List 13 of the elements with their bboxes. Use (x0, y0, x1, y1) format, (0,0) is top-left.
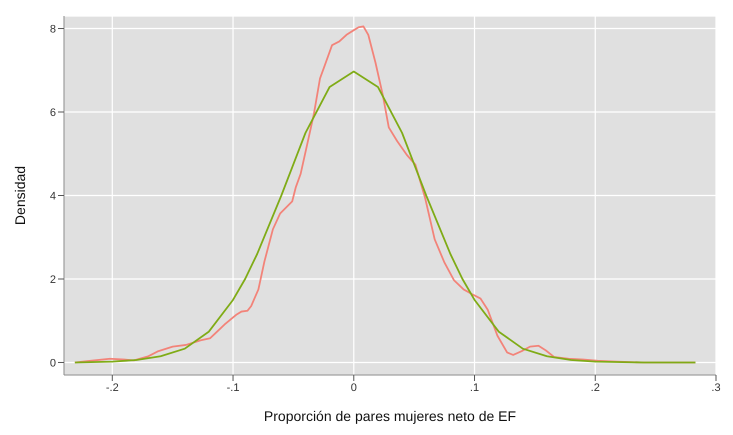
y-tick-label: 0 (50, 357, 56, 370)
x-tick-label: -.1 (226, 382, 240, 394)
x-tick-label: 0 (350, 382, 357, 394)
x-tick-label: .2 (590, 382, 600, 394)
y-tick-label: 4 (50, 190, 56, 202)
y-tick-label: 8 (50, 23, 56, 36)
x-tick-label: .3 (711, 382, 721, 394)
y-tick-label: 2 (50, 274, 56, 286)
x-tick-label: -.2 (106, 382, 119, 394)
y-axis-title: Densidad (12, 166, 28, 226)
x-axis-title: Proporción de pares mujeres neto de EF (264, 408, 516, 424)
y-tick-label: 6 (50, 106, 56, 119)
x-tick-label: .1 (470, 382, 480, 394)
